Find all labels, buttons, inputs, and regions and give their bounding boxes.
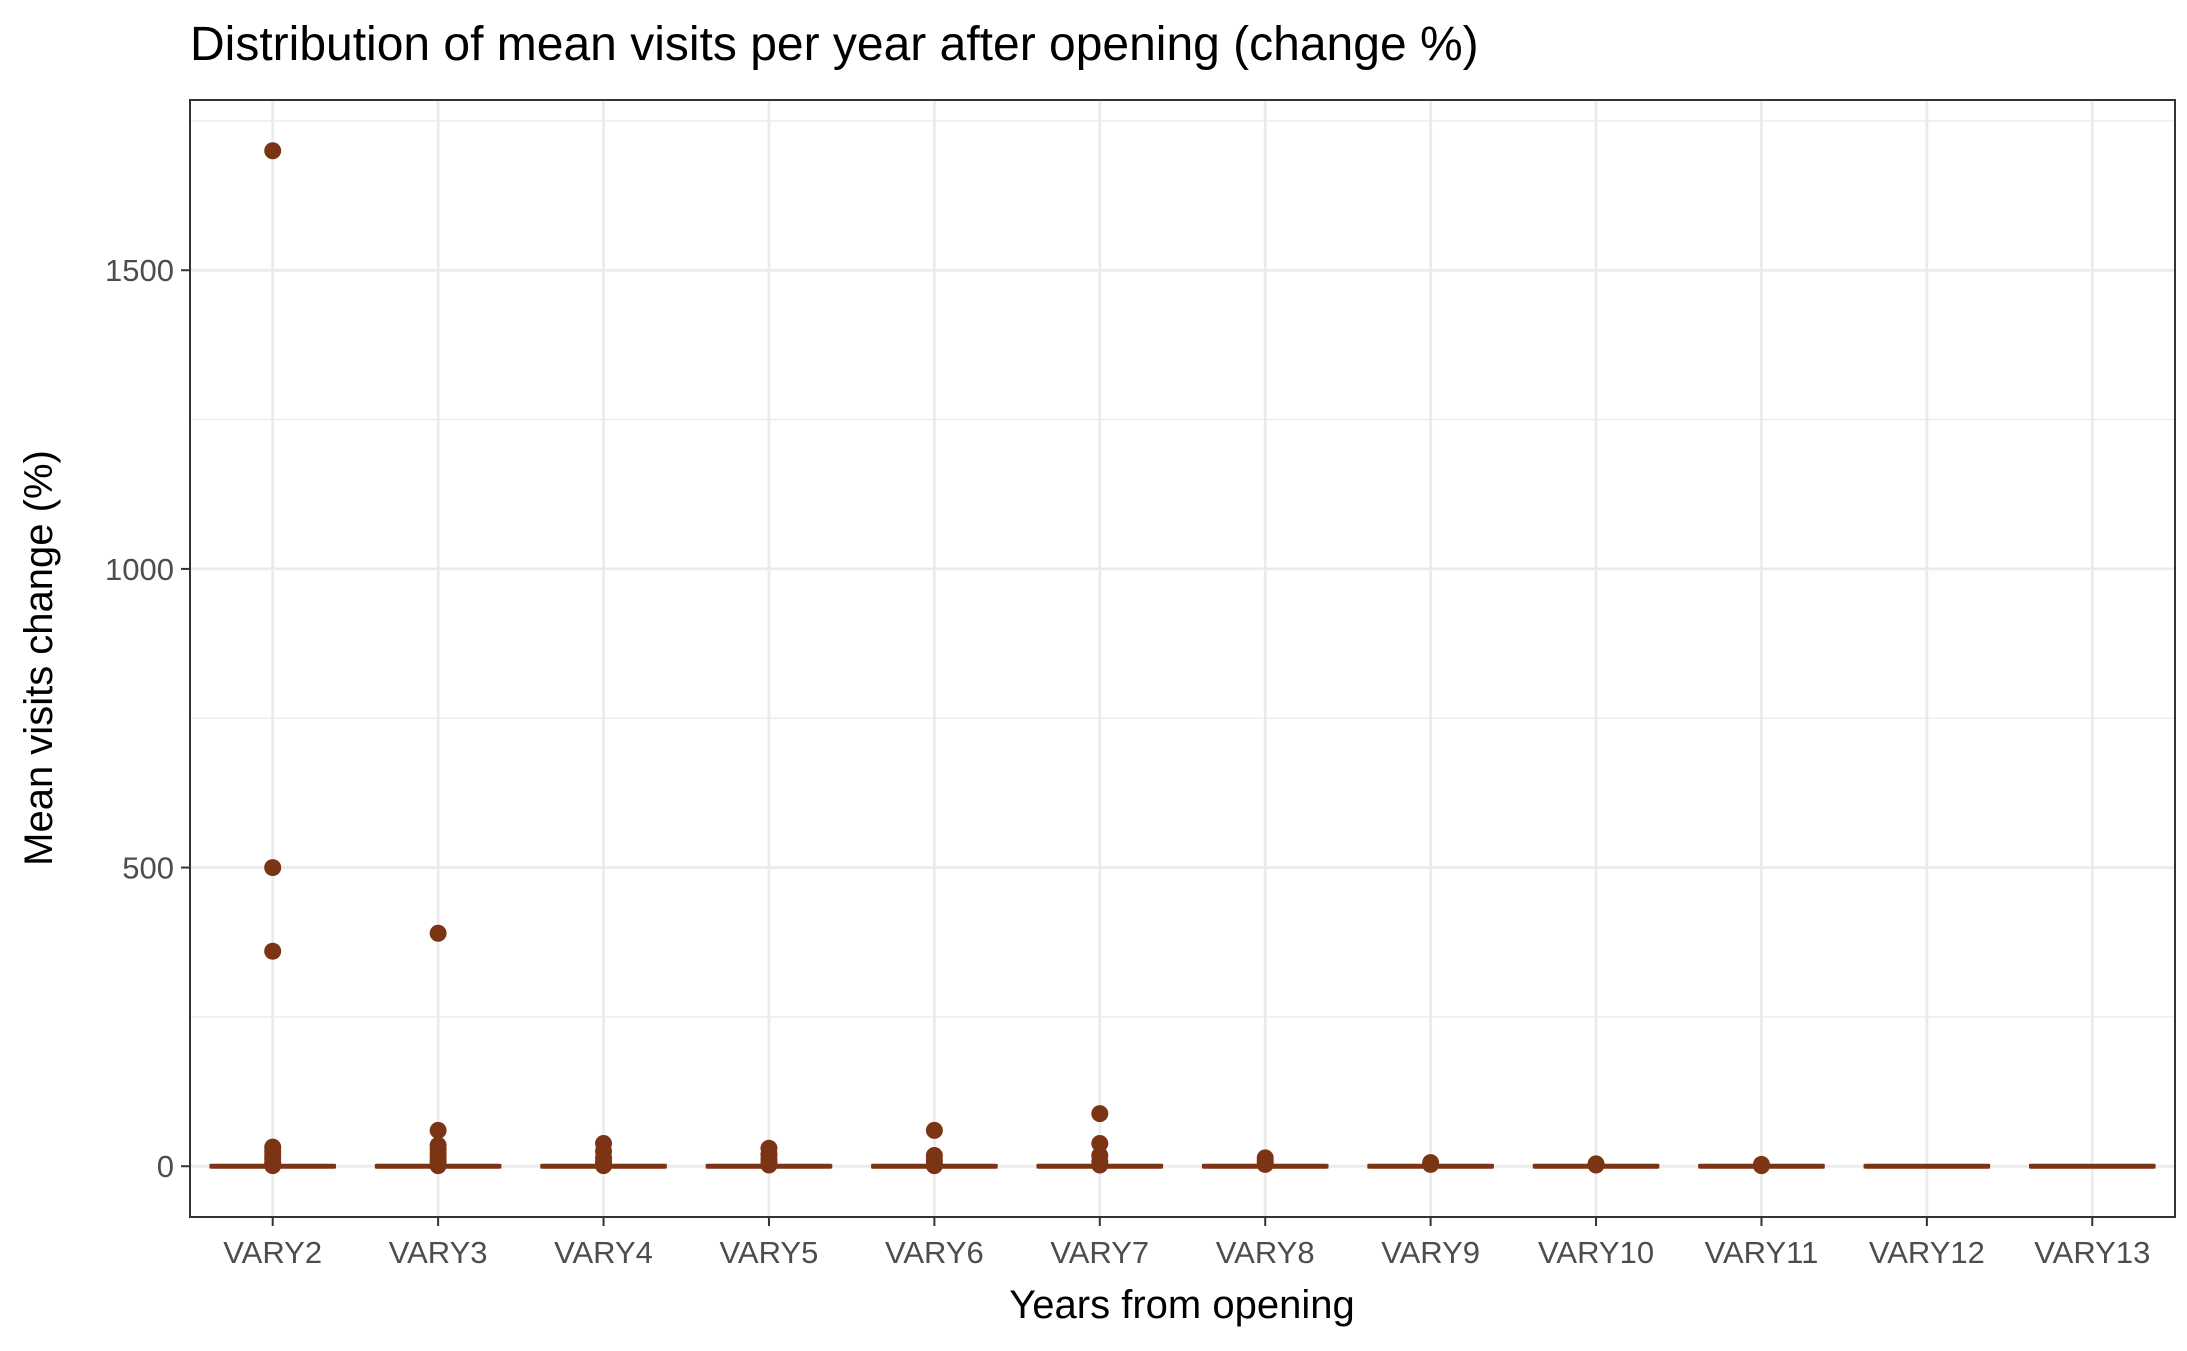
outlier-point [264,859,282,877]
x-tick-label: VARY2 [223,1235,322,1270]
x-axis: VARY2 VARY3 VARY4 VARY5 VARY6 VARY7 VARY8 VARY9… [223,1217,2150,1270]
outlier-point [264,1157,282,1175]
x-tick-label: VARY12 [1869,1235,1985,1270]
x-tick-label: VARY10 [1538,1235,1654,1270]
outlier-point [1587,1156,1605,1174]
outlier-point [1752,1157,1770,1175]
outlier-point [760,1156,778,1174]
outlier-point [1091,1135,1109,1153]
panel-border [189,99,2176,1218]
y-tick-label: 500 [122,851,174,886]
outlier-point [1091,1156,1109,1174]
x-tick-label: VARY8 [1216,1235,1315,1270]
x-tick-label: VARY6 [885,1235,984,1270]
outlier-point [925,1157,943,1175]
x-axis-title: Years from opening [1009,1283,1354,1327]
x-tick-label: VARY9 [1381,1235,1480,1270]
x-tick-label: VARY11 [1705,1235,1819,1270]
y-tick-label: 1000 [105,552,174,587]
x-tick-label: VARY4 [554,1235,653,1270]
chart-title: Distribution of mean visits per year aft… [190,18,1479,71]
x-tick-label: VARY13 [2034,1235,2150,1270]
y-tick-label: 1500 [105,253,174,288]
outlier-point [264,142,282,160]
y-tick-label: 0 [157,1149,174,1184]
outlier-point [429,1157,447,1175]
outlier-point [264,942,282,960]
panel-grid [190,100,2175,1217]
outlier-points [264,142,1770,1175]
x-tick-label: VARY5 [720,1235,819,1270]
x-tick-label: VARY7 [1050,1235,1149,1270]
outlier-point [925,1121,943,1139]
box-vary13 [2029,1163,2156,1169]
box-vary12 [1863,1163,1991,1169]
panel-background [190,100,2175,1217]
outlier-point [429,1121,447,1139]
y-axis-title: Mean visits change (%) [17,450,61,866]
outlier-point [1091,1105,1109,1123]
outlier-point [1256,1155,1274,1173]
outlier-point [595,1157,613,1175]
x-tick-label: VARY3 [389,1235,488,1270]
y-axis: 0 500 1000 1500 [105,253,190,1184]
outlier-point [1422,1155,1440,1173]
outlier-point [429,924,447,942]
